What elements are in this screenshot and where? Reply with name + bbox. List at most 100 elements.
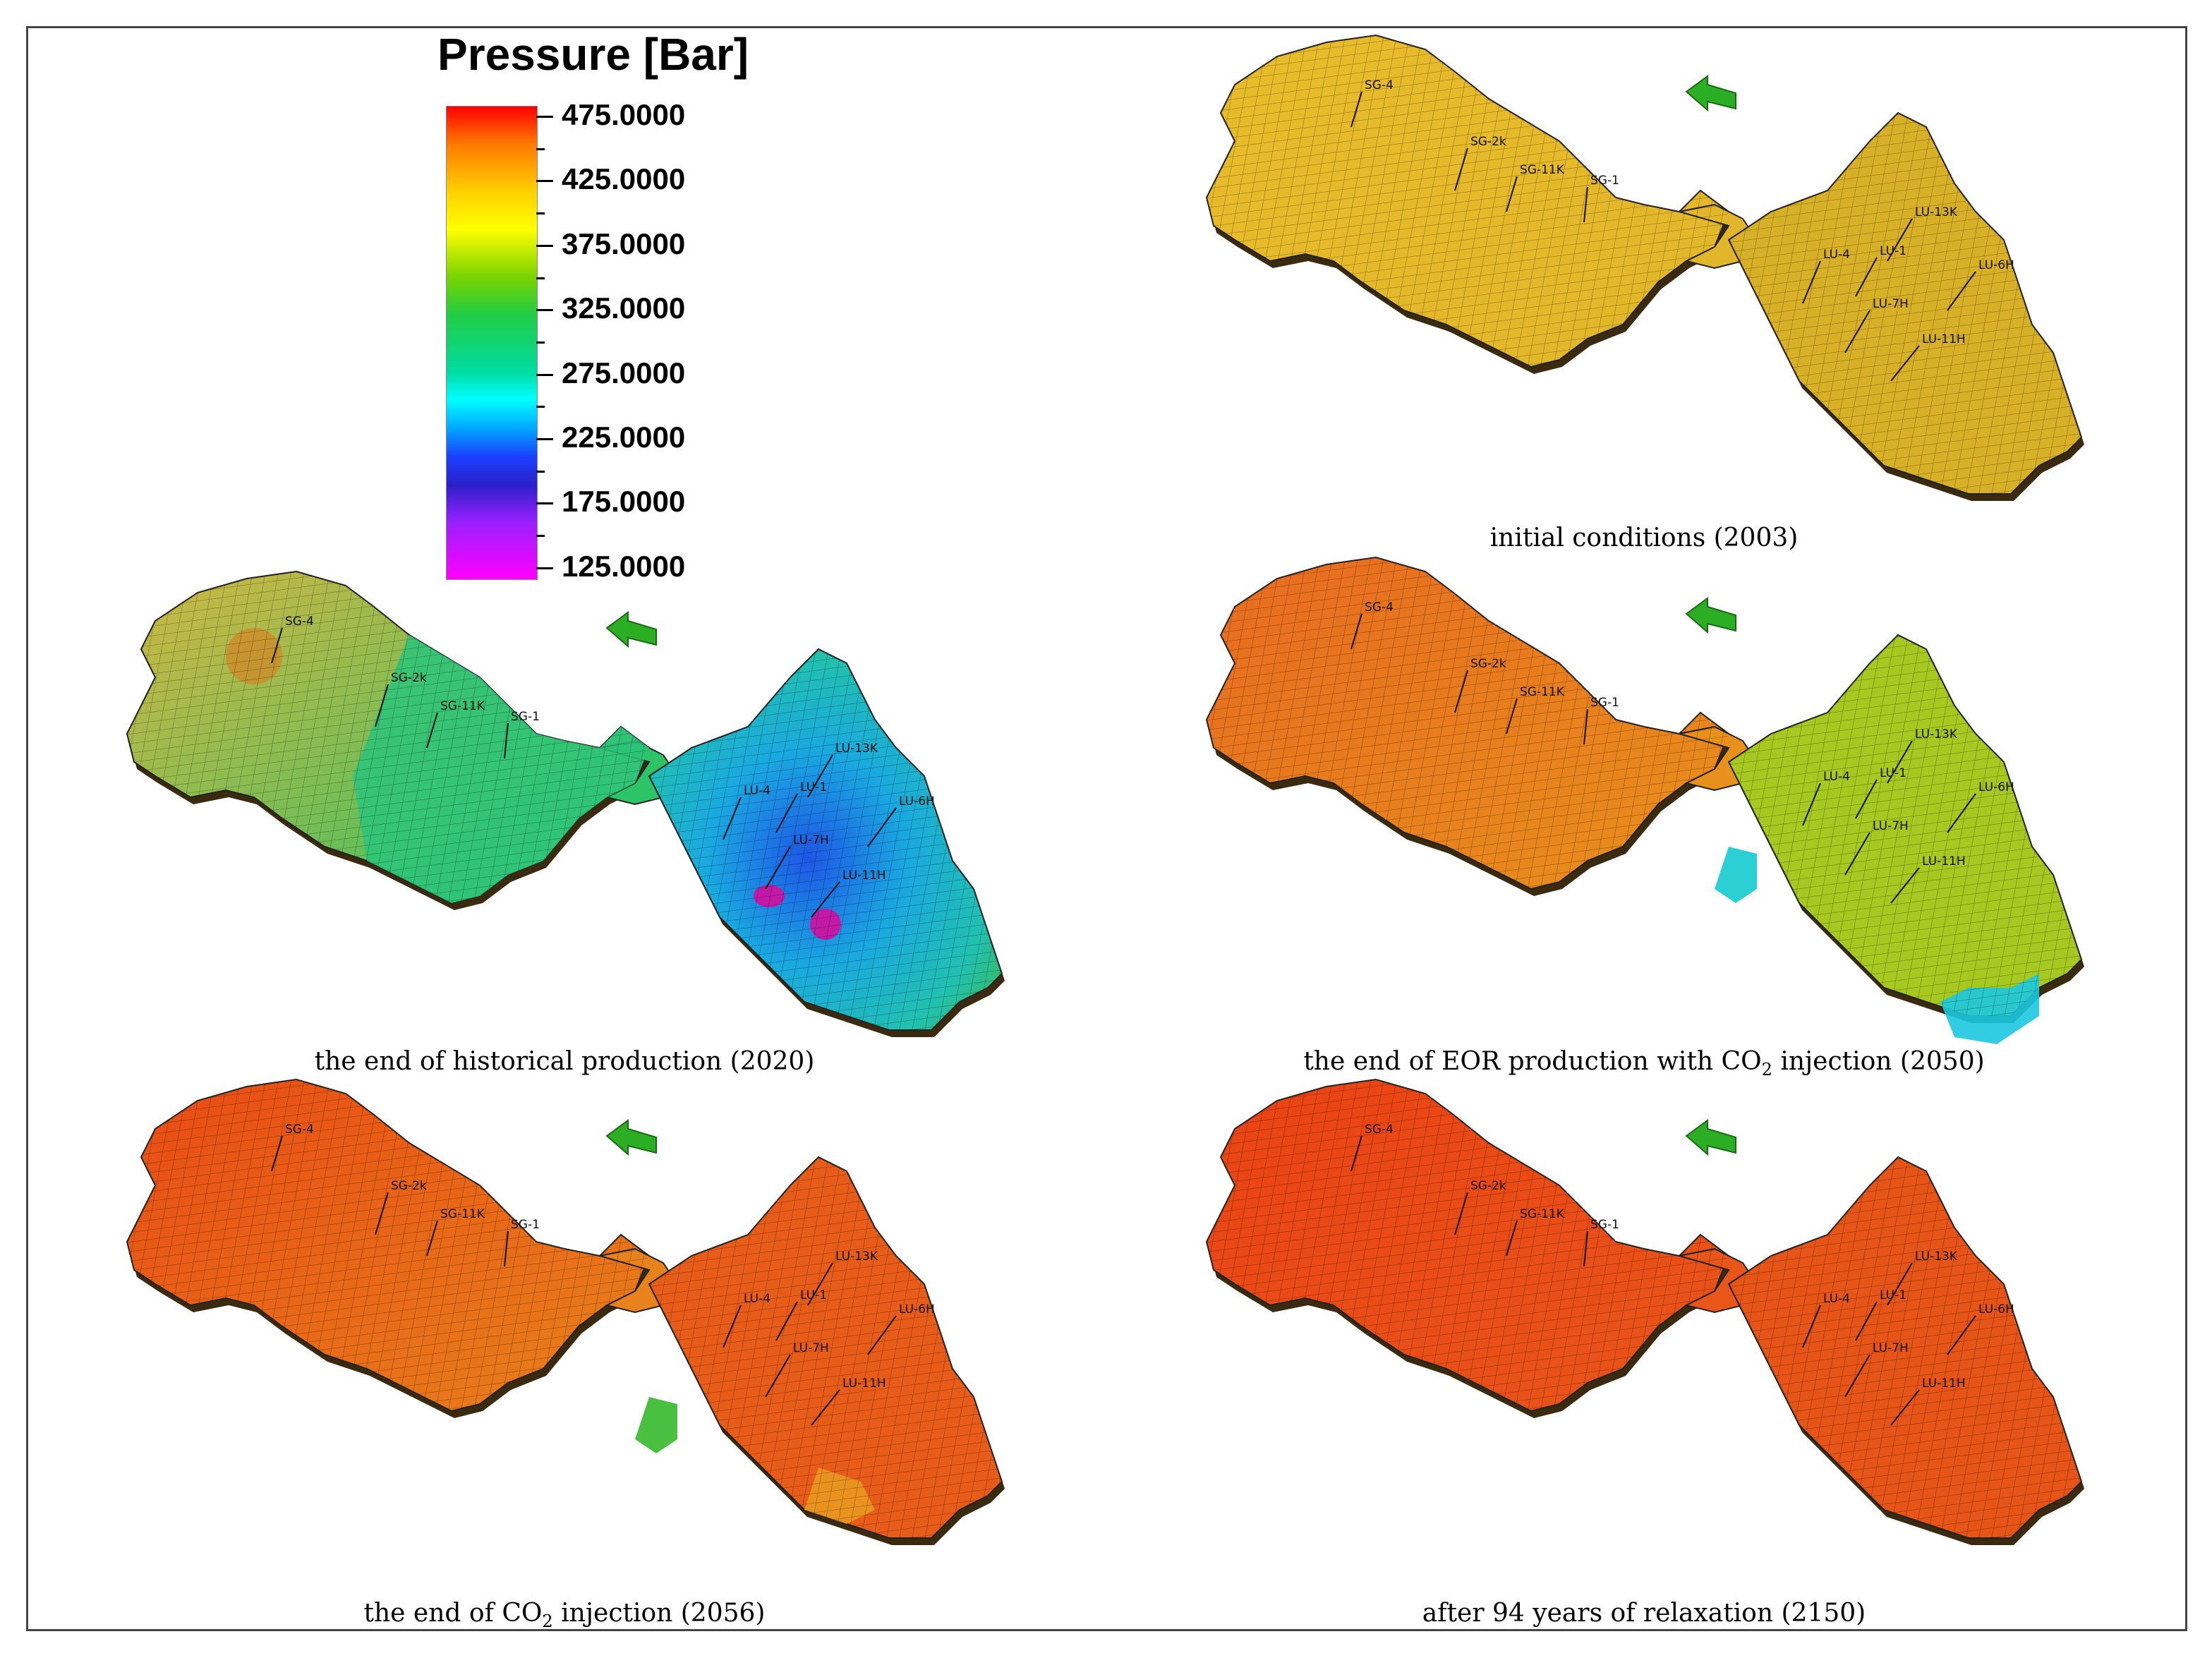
well-label: LU-7H [793, 1341, 829, 1355]
well-trajectory [426, 1220, 438, 1257]
well-label: LU-7H [1873, 819, 1909, 833]
colorbar [446, 106, 538, 580]
well-label: SG-4 [1365, 78, 1394, 92]
north-arrow-icon [605, 611, 657, 648]
well-label: SG-11K [1520, 163, 1565, 177]
well-trajectory [1583, 186, 1588, 223]
caption-eor-sub: 2 [1761, 1060, 1772, 1080]
reservoir-body [126, 1078, 1005, 1545]
west-grid [127, 1079, 649, 1411]
caption-initial-text: initial conditions (2003) [1489, 524, 1799, 552]
well-trajectory [1947, 1315, 1976, 1355]
well-trajectory [811, 881, 840, 918]
caption-initial: initial conditions (2003) [1362, 524, 1926, 552]
well-trajectory [1844, 832, 1870, 876]
well-trajectory [1350, 91, 1362, 128]
well-trajectory [1506, 1220, 1518, 1257]
colorbar-major-tick [536, 309, 553, 312]
reservoir-model-historical: SG-4SG-2kSG-11KSG-1LU-4LU-1LU-13KLU-6HLU… [126, 570, 1005, 1037]
colorbar-major-tick [536, 180, 553, 183]
caption-co2end: the end of CO2 injection (2056) [282, 1599, 847, 1631]
well-label: SG-11K [440, 1207, 485, 1221]
well-label: SG-4 [285, 1123, 314, 1137]
west-grid [1207, 35, 1729, 367]
reservoir-body [1205, 1078, 2084, 1545]
well-label: SG-1 [1590, 696, 1619, 710]
well-trajectory [1506, 698, 1518, 734]
colorbar-major-tick [536, 567, 553, 569]
well-trajectory [1454, 1192, 1468, 1235]
well-trajectory [1583, 1230, 1588, 1267]
well-trajectory [1887, 218, 1913, 262]
colorbar-tick-label: 275.0000 [562, 356, 686, 389]
well-trajectory [775, 793, 798, 833]
well-label: LU-11H [1922, 1376, 1966, 1391]
well-trajectory [1844, 1354, 1870, 1398]
well-label: LU-13K [1915, 727, 1958, 742]
figure-frame [26, 26, 2187, 1631]
well-trajectory [1890, 1389, 1920, 1426]
reservoir-model-initial: SG-4SG-2kSG-11KSG-1LU-4LU-1LU-13KLU-6HLU… [1205, 34, 2084, 501]
caption-relax-text: after 94 years of relaxation (2150) [1422, 1599, 1866, 1628]
panel-co2-injection-end: SG-4SG-2kSG-11KSG-1LU-4LU-1LU-13KLU-6HLU… [113, 1072, 1030, 1580]
colorbar-major-tick [536, 502, 553, 505]
well-trajectory [1454, 670, 1468, 713]
east-grid [1729, 1157, 2081, 1538]
caption-co2end-sub: 2 [542, 1611, 553, 1632]
well-trajectory [807, 1262, 833, 1306]
well-label: SG-11K [440, 699, 485, 713]
well-label: LU-6H [1978, 1302, 2014, 1317]
colorbar-minor-tick [536, 341, 545, 344]
panel-initial-conditions: SG-4SG-2kSG-11KSG-1LU-4LU-1LU-13KLU-6HLU… [1192, 28, 2110, 522]
well-label: SG-4 [1365, 600, 1394, 615]
well-label: LU-4 [744, 784, 770, 798]
well-trajectory [1802, 1305, 1821, 1348]
well-trajectory [1454, 147, 1468, 191]
well-label: SG-2k [391, 1179, 427, 1193]
well-label: SG-2k [1470, 657, 1506, 671]
colorbar-minor-tick [536, 535, 545, 538]
well-trajectory [271, 627, 283, 664]
reservoir-body [1205, 34, 2084, 501]
north-arrow-icon [605, 1119, 657, 1156]
well-label: LU-4 [1823, 248, 1850, 262]
well-label: LU-6H [899, 1302, 935, 1317]
reservoir-body [126, 570, 1005, 1037]
well-trajectory [1887, 740, 1913, 784]
colorbar-major-tick [536, 438, 553, 441]
west-grid [1207, 557, 1729, 889]
well-label: SG-1 [1590, 174, 1619, 188]
north-arrow-icon [1685, 1119, 1736, 1156]
well-label: LU-6H [899, 794, 935, 809]
reservoir-model-eor: SG-4SG-2kSG-11KSG-1LU-4LU-1LU-13KLU-6HLU… [1205, 556, 2084, 1044]
west-edge-zone [635, 1397, 677, 1453]
colorbar-minor-tick [536, 212, 545, 215]
well-trajectory [504, 722, 509, 759]
colorbar-minor-tick [536, 147, 545, 150]
colorbar-tick-label: 325.0000 [562, 291, 686, 325]
well-label: LU-7H [1873, 1341, 1909, 1355]
well-label: SG-2k [1470, 1179, 1506, 1193]
well-trajectory [1855, 779, 1878, 819]
caption-co2end-text-pre: the end of CO [363, 1599, 543, 1628]
east-grid [1729, 635, 2081, 1016]
well-label: SG-4 [1365, 1123, 1394, 1137]
well-trajectory [1802, 782, 1821, 826]
east-grid [649, 649, 1002, 1030]
well-label: LU-4 [1823, 770, 1850, 784]
well-trajectory [1947, 271, 1976, 311]
caption-eor-text-post: injection (2050) [1772, 1047, 1985, 1076]
well-trajectory [1802, 260, 1821, 304]
colorbar-major-tick [536, 116, 553, 118]
north-arrow-icon [1685, 597, 1736, 634]
caption-eor-text-pre: the end of EOR production with CO [1303, 1047, 1762, 1076]
well-label: LU-13K [1915, 205, 1958, 219]
well-trajectory [504, 1230, 509, 1267]
well-trajectory [723, 1305, 742, 1348]
west-grid [1207, 1079, 1729, 1411]
colorbar-major-tick [536, 244, 553, 247]
well-trajectory [1890, 867, 1920, 904]
well-label: SG-1 [511, 1218, 540, 1232]
well-label: SG-2k [391, 671, 427, 685]
well-trajectory [375, 684, 389, 727]
